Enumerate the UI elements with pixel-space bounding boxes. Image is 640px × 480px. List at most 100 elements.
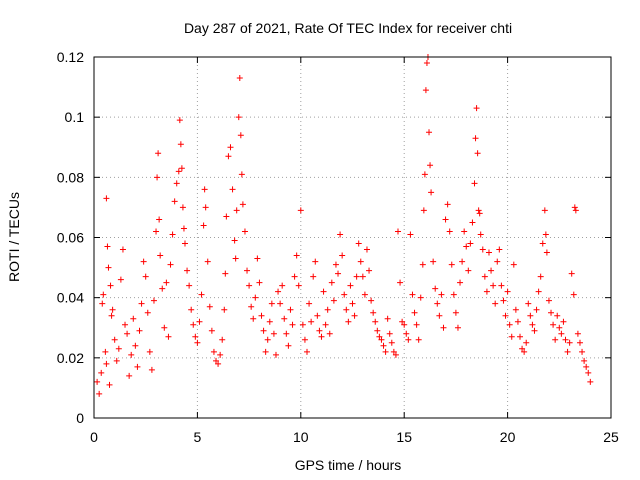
data-point <box>128 351 135 358</box>
data-point <box>512 306 519 313</box>
y-tick-label: 0.1 <box>65 109 85 125</box>
data-point <box>394 228 401 235</box>
data-point <box>337 231 344 238</box>
data-point <box>275 288 282 295</box>
data-point <box>579 348 586 355</box>
data-point <box>587 378 594 385</box>
data-point <box>543 249 550 256</box>
data-point <box>248 303 255 310</box>
data-point <box>264 336 271 343</box>
data-point <box>98 369 105 376</box>
data-point <box>413 321 420 328</box>
data-point <box>452 309 459 316</box>
data-point <box>308 318 315 325</box>
data-point <box>233 207 240 214</box>
data-point <box>192 333 199 340</box>
data-point <box>105 264 112 271</box>
data-point <box>320 288 327 295</box>
data-point <box>562 336 569 343</box>
x-axis-label: GPS time / hours <box>295 457 402 473</box>
data-point <box>155 150 162 157</box>
data-point <box>552 336 559 343</box>
data-point <box>102 348 109 355</box>
data-point <box>171 198 178 205</box>
data-point <box>109 306 116 313</box>
data-point <box>312 258 319 265</box>
data-point <box>560 318 567 325</box>
data-point <box>130 315 137 322</box>
data-point <box>272 351 279 358</box>
data-point <box>299 321 306 328</box>
data-point <box>231 237 238 244</box>
data-point <box>556 324 563 331</box>
data-point <box>357 258 364 265</box>
data-point <box>293 252 300 259</box>
data-point <box>446 228 453 235</box>
data-point <box>496 246 503 253</box>
data-point <box>204 258 211 265</box>
data-point <box>200 222 207 229</box>
data-point <box>201 186 208 193</box>
data-point <box>359 273 366 280</box>
y-tick-label: 0 <box>76 410 84 426</box>
data-points <box>94 54 594 397</box>
data-point <box>332 261 339 268</box>
x-tick-label: 25 <box>603 429 619 445</box>
data-point <box>159 285 166 292</box>
data-point <box>138 300 145 307</box>
y-tick-label: 0.06 <box>57 230 84 246</box>
data-point <box>380 342 387 349</box>
data-point <box>165 333 172 340</box>
data-point <box>423 60 430 67</box>
data-point <box>514 318 521 325</box>
data-point <box>481 273 488 280</box>
data-point <box>157 252 164 259</box>
data-point <box>502 312 509 319</box>
data-point <box>494 258 501 265</box>
x-tick-label: 15 <box>396 429 412 445</box>
data-point <box>206 303 213 310</box>
data-point <box>343 306 350 313</box>
data-point <box>103 195 110 202</box>
data-point <box>260 327 267 334</box>
data-point <box>457 279 464 286</box>
data-point <box>146 348 153 355</box>
data-point <box>523 339 530 346</box>
data-point <box>246 282 253 289</box>
data-point <box>436 312 443 319</box>
data-point <box>196 318 203 325</box>
data-point <box>341 291 348 298</box>
data-point <box>510 261 517 268</box>
data-point <box>355 240 362 247</box>
data-point <box>262 348 269 355</box>
axis-ticks <box>93 56 612 419</box>
data-point <box>471 180 478 187</box>
data-point <box>542 231 549 238</box>
data-point <box>492 300 499 307</box>
data-point <box>279 282 286 289</box>
data-point <box>270 330 277 337</box>
data-point <box>173 180 180 187</box>
data-point <box>427 162 434 169</box>
data-point <box>554 312 561 319</box>
data-point <box>223 213 230 220</box>
data-point <box>533 306 540 313</box>
data-point <box>113 357 120 364</box>
data-point <box>104 243 111 250</box>
data-point <box>363 246 370 253</box>
data-point <box>142 273 149 280</box>
data-point <box>186 282 193 289</box>
data-point <box>285 342 292 349</box>
data-point <box>465 267 472 274</box>
data-point <box>291 273 298 280</box>
data-point <box>244 267 251 274</box>
data-point <box>339 252 346 259</box>
data-point <box>268 300 275 307</box>
data-point <box>450 291 457 298</box>
data-point <box>124 330 131 337</box>
data-point <box>361 291 368 298</box>
data-point <box>225 153 232 160</box>
data-point <box>335 270 342 277</box>
data-point <box>397 279 404 286</box>
data-point <box>442 216 449 223</box>
